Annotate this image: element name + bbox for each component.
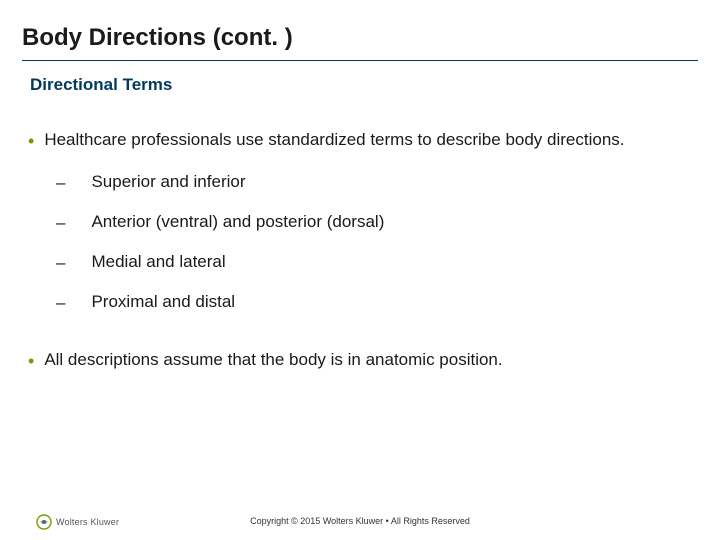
bullet-level2: – Superior and inferior [56,171,698,195]
bullet-text: Medial and lateral [91,251,225,274]
bullet-dash-icon: – [56,291,65,315]
bullet-level1: • All descriptions assume that the body … [26,349,698,373]
bullet-level1: • Healthcare professionals use standardi… [26,129,698,153]
bullet-dot-icon: • [28,349,34,373]
bullet-level2: – Proximal and distal [56,291,698,315]
bullet-text: Proximal and distal [91,291,235,314]
copyright-footer: Copyright © 2015 Wolters Kluwer • All Ri… [0,516,720,526]
title-divider [22,60,698,61]
content-area: • Healthcare professionals use standardi… [26,129,698,373]
slide-subtitle: Directional Terms [30,75,698,95]
bullet-text: Anterior (ventral) and posterior (dorsal… [91,211,384,234]
bullet-text: All descriptions assume that the body is… [44,349,502,372]
bullet-dash-icon: – [56,251,65,275]
slide-title: Body Directions (cont. ) [22,24,698,52]
bullet-dot-icon: • [28,129,34,153]
bullet-level2: – Medial and lateral [56,251,698,275]
bullet-dash-icon: – [56,171,65,195]
bullet-level2: – Anterior (ventral) and posterior (dors… [56,211,698,235]
bullet-text: Healthcare professionals use standardize… [44,129,624,152]
spacer [26,331,698,349]
slide: Body Directions (cont. ) Directional Ter… [0,0,720,540]
bullet-dash-icon: – [56,211,65,235]
bullet-text: Superior and inferior [91,171,245,194]
